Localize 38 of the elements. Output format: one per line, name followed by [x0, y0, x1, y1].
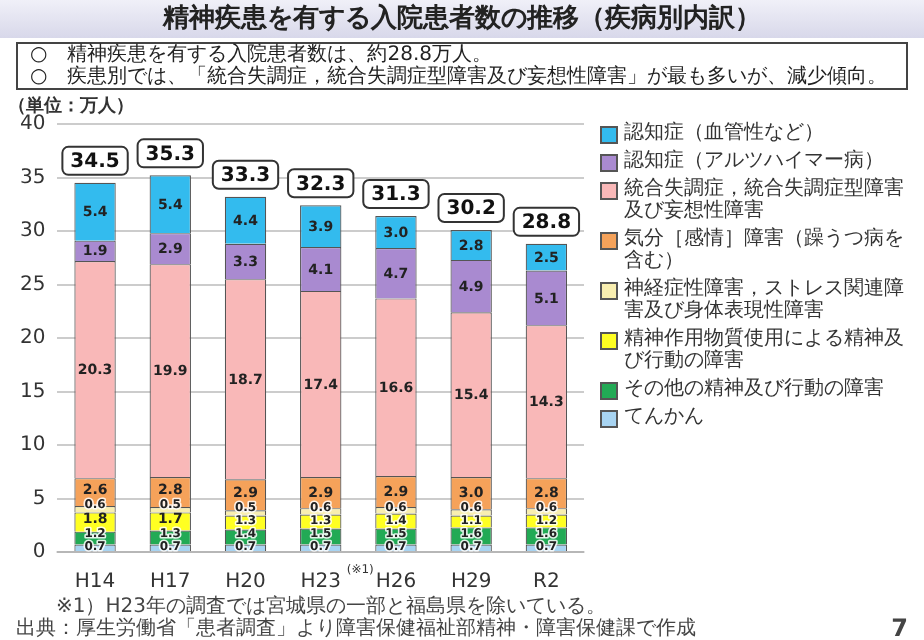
text: ○ 疾患別では、「統合失調症，統合失調症型障害及び妄想性障害」が最も多いが、減少傾向。: [30, 66, 890, 88]
total-label: 30.2: [446, 198, 496, 221]
legend-label: 神経症性障害，ストレス関連障害及び身体表現性障害: [624, 278, 906, 322]
total-label: 35.3: [145, 143, 196, 166]
y-tick-label: 10: [19, 434, 46, 457]
y-tick-label: 30: [19, 220, 46, 243]
total-label: 31.3: [371, 184, 421, 207]
y-tick-label: 40: [19, 113, 46, 136]
x-tick-label: H20: [225, 571, 266, 594]
legend-label: 認知症（アルツハイマー病）: [624, 150, 884, 172]
x-tick-label: R2: [533, 571, 560, 594]
source-note: 出典：厚生労働省「患者調査」より障害保健福祉部精神・障害保健課で作成: [16, 618, 696, 640]
x-tick-label: H17: [150, 571, 191, 594]
y-tick-label: 0: [32, 541, 46, 564]
y-tick-label: 25: [19, 273, 46, 296]
x-tick-label: H23: [300, 571, 341, 594]
legend-label: 精神作用物質使用による精神及び行動の障害: [624, 328, 906, 372]
x-tick-label: H14: [74, 571, 116, 594]
legend-label: その他の精神及び行動の障害: [624, 378, 884, 400]
y-tick-label: 20: [19, 327, 46, 350]
text: ○ 精神疾患を有する入院患者数は、約28.8万人。: [30, 44, 494, 66]
y-axis-title: （単位：万人）: [8, 94, 134, 117]
legend-label: 統合失調症，統合失調症型障害及び妄想性障害: [624, 178, 906, 222]
chart-title: 精神疾患を有する入院患者数の推移（疾病別内訳）: [0, 0, 924, 38]
y-tick-label: 5: [32, 487, 46, 510]
total-label: 33.3: [220, 164, 271, 187]
total-label: 32.3: [296, 173, 346, 196]
x-tick-label: H29: [450, 571, 492, 594]
total-label: 28.8: [521, 212, 572, 235]
text: ※1）H23年の調査では宮城県の一部と福島県を除いている。: [56, 596, 606, 618]
x-tick-label: H26: [375, 571, 417, 594]
text: 7: [891, 614, 908, 640]
y-tick-label: 35: [19, 166, 46, 189]
legend-label: 気分［感情］障害（躁うつ病を含む）: [624, 228, 906, 272]
legend-label: 認知症（血管性など）: [624, 122, 824, 144]
legend-label: てんかん: [624, 406, 704, 428]
y-tick-label: 15: [19, 380, 46, 403]
total-label: 34.5: [70, 151, 120, 174]
